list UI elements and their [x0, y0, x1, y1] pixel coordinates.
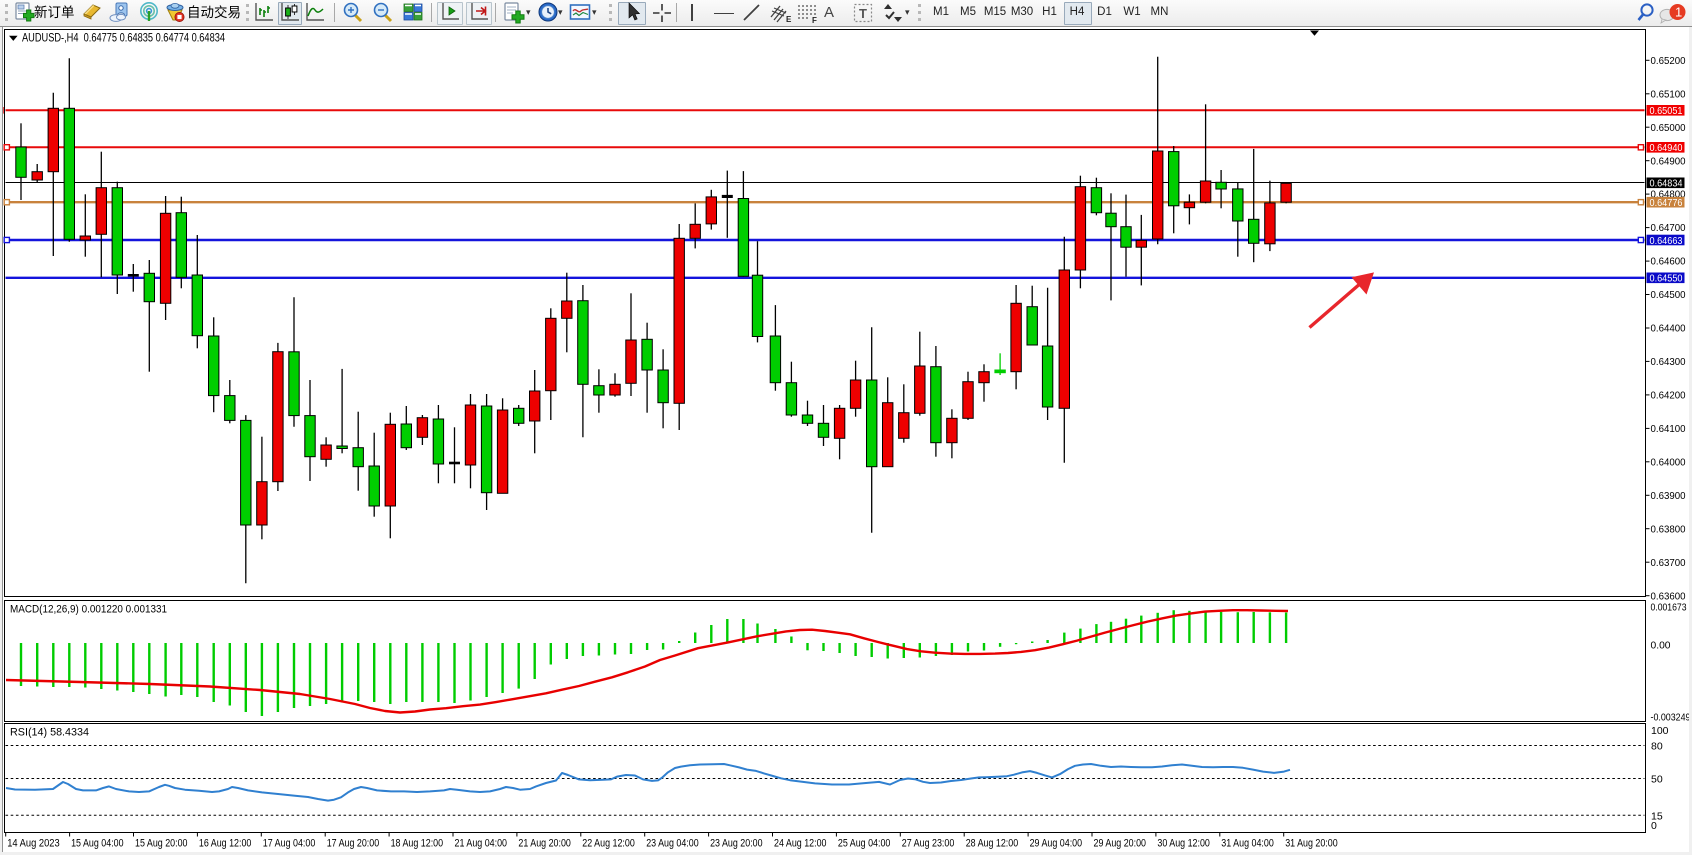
svg-text:27 Aug 23:00: 27 Aug 23:00 — [902, 838, 955, 850]
svg-text:23 Aug 20:00: 23 Aug 20:00 — [710, 838, 763, 850]
svg-text:30 Aug 12:00: 30 Aug 12:00 — [1157, 838, 1210, 850]
svg-text:0.64776: 0.64776 — [1650, 197, 1683, 209]
svg-text:0.64500: 0.64500 — [1651, 289, 1686, 301]
svg-text:16 Aug 12:00: 16 Aug 12:00 — [199, 838, 252, 850]
svg-text:23 Aug 04:00: 23 Aug 04:00 — [646, 838, 699, 850]
svg-text:T: T — [859, 6, 867, 21]
svg-text:0.64100: 0.64100 — [1651, 423, 1686, 435]
svg-text:0.65000: 0.65000 — [1651, 122, 1686, 134]
svg-text:0: 0 — [1651, 820, 1657, 832]
svg-text:15 Aug 20:00: 15 Aug 20:00 — [135, 838, 188, 850]
svg-text:0.64550: 0.64550 — [1650, 273, 1683, 285]
svg-text:29 Aug 20:00: 29 Aug 20:00 — [1094, 838, 1147, 850]
svg-text:0.64600: 0.64600 — [1651, 256, 1686, 268]
svg-text:0.64834: 0.64834 — [1650, 178, 1683, 190]
svg-text:0.001673: 0.001673 — [1651, 602, 1687, 614]
svg-text:17 Aug 20:00: 17 Aug 20:00 — [327, 838, 380, 850]
svg-text:0.64000: 0.64000 — [1651, 456, 1686, 468]
svg-text:0.63900: 0.63900 — [1651, 490, 1686, 502]
svg-text:15: 15 — [1651, 811, 1663, 823]
svg-text:0.64300: 0.64300 — [1651, 356, 1686, 368]
svg-text:0.65200: 0.65200 — [1651, 55, 1686, 67]
svg-text:0.63800: 0.63800 — [1651, 523, 1686, 535]
svg-text:F: F — [812, 16, 817, 25]
svg-text:21 Aug 04:00: 21 Aug 04:00 — [455, 838, 508, 850]
svg-text:0.64663: 0.64663 — [1650, 235, 1683, 247]
svg-text:24 Aug 12:00: 24 Aug 12:00 — [774, 838, 827, 850]
svg-text:14 Aug 2023: 14 Aug 2023 — [7, 838, 60, 850]
svg-text:0.64400: 0.64400 — [1651, 323, 1686, 335]
svg-text:18 Aug 12:00: 18 Aug 12:00 — [391, 838, 444, 850]
svg-text:31 Aug 04:00: 31 Aug 04:00 — [1221, 838, 1274, 850]
svg-text:-0.003249: -0.003249 — [1651, 712, 1691, 724]
svg-text:0.64900: 0.64900 — [1651, 155, 1686, 167]
svg-text:E: E — [786, 15, 792, 24]
svg-text:RSI(14) 58.4334: RSI(14) 58.4334 — [10, 727, 89, 739]
svg-text:AUDUSD-,H4 0.64775 0.64835 0.: AUDUSD-,H4 0.64775 0.64835 0.64774 0.648… — [22, 31, 225, 45]
svg-text:28 Aug 12:00: 28 Aug 12:00 — [966, 838, 1019, 850]
svg-text:25 Aug 04:00: 25 Aug 04:00 — [838, 838, 891, 850]
svg-text:22 Aug 12:00: 22 Aug 12:00 — [582, 838, 635, 850]
svg-text:15 Aug 04:00: 15 Aug 04:00 — [71, 838, 124, 850]
svg-text:0.65100: 0.65100 — [1651, 88, 1686, 100]
svg-text:MACD(12,26,9) 0.001220 0.00133: MACD(12,26,9) 0.001220 0.001331 — [10, 604, 167, 616]
svg-text:1: 1 — [1675, 5, 1682, 20]
svg-text:0.64200: 0.64200 — [1651, 390, 1686, 402]
svg-text:50: 50 — [1651, 774, 1663, 786]
svg-text:0.00: 0.00 — [1651, 640, 1671, 652]
svg-text:17 Aug 04:00: 17 Aug 04:00 — [263, 838, 316, 850]
svg-text:0.64940: 0.64940 — [1650, 142, 1683, 154]
svg-text:80: 80 — [1651, 741, 1663, 753]
svg-text:100: 100 — [1651, 725, 1669, 737]
svg-text:0.63600: 0.63600 — [1651, 590, 1686, 602]
svg-text:0.65051: 0.65051 — [1650, 105, 1683, 117]
svg-text:29 Aug 04:00: 29 Aug 04:00 — [1030, 838, 1083, 850]
svg-text:31 Aug 20:00: 31 Aug 20:00 — [1285, 838, 1338, 850]
svg-text:0.64700: 0.64700 — [1651, 222, 1686, 234]
svg-text:0.63700: 0.63700 — [1651, 557, 1686, 569]
svg-text:21 Aug 20:00: 21 Aug 20:00 — [518, 838, 571, 850]
